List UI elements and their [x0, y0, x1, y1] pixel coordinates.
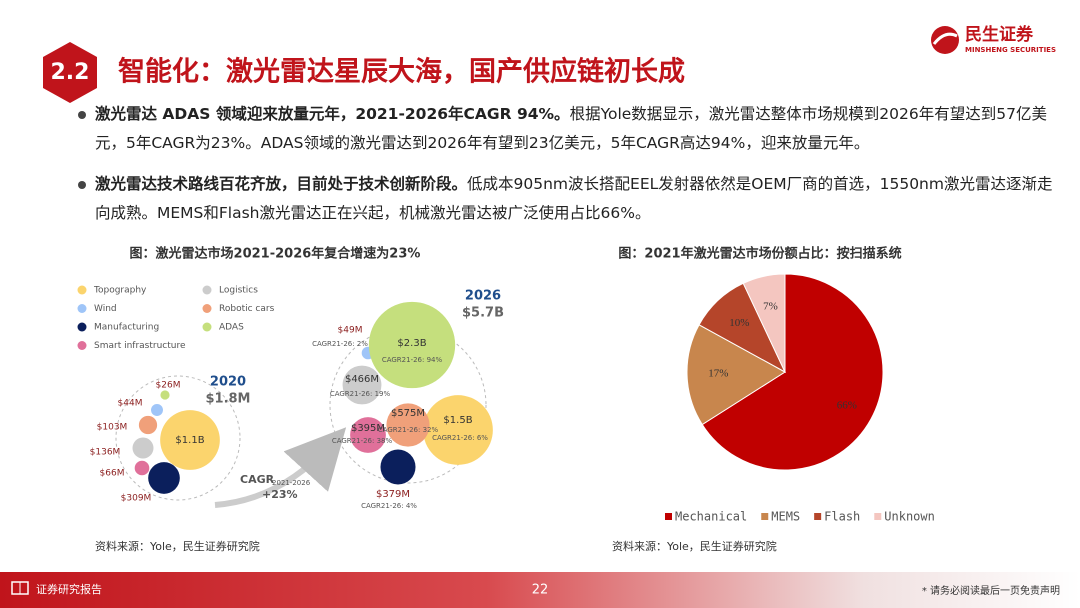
pie-slice [742, 273, 786, 373]
page-number: 22 [532, 583, 549, 598]
legend-label: Flash [824, 510, 860, 524]
legend-label: ADAS [219, 323, 244, 333]
legend-marker [77, 304, 87, 313]
group-total: $5.7B [462, 306, 504, 321]
legend-marker [874, 513, 882, 520]
cagr-label: CAGR21-26: 32% [378, 426, 439, 434]
growth-label: CAGR [240, 473, 275, 486]
group-year: 2020 [210, 375, 246, 390]
growth-period: 2021-2026 [272, 479, 311, 487]
legend-marker [665, 513, 672, 520]
bubble [160, 390, 170, 400]
chart-title: 图：2021年激光雷达市场份额占比：按扫描系统 [618, 246, 901, 262]
legend-marker [77, 341, 87, 350]
section-badge [43, 42, 97, 103]
legend-label: MEMS [771, 510, 800, 524]
group-total: $1.8M [205, 392, 250, 407]
bubble-label: $49M [338, 326, 363, 336]
cagr-label: CAGR21-26: 19% [330, 390, 391, 398]
bullet-text: 根据Yole数据显示，激光雷达整体市场规模到2026年有望达到57亿美元，5年C… [95, 105, 1047, 152]
bubble-label: $44M [118, 399, 143, 409]
bullet-text: 低成本905nm波长搭配EEL发射器依然是OEM厂商的首选，1550nm激光雷达… [95, 175, 1053, 222]
bubble-label: $575M [391, 408, 425, 419]
bubble [380, 449, 416, 485]
bubble-label: $1.5B [443, 415, 472, 426]
legend-label: Mechanical [675, 510, 747, 524]
legend-label: Topography [93, 286, 147, 296]
bubble [148, 462, 180, 494]
slice-label: 10% [729, 317, 749, 329]
bullet-lead: 激光雷达技术路线百花齐放，目前处于技术创新阶段。 [95, 175, 468, 193]
legend-label: Logistics [219, 286, 258, 296]
bubble [134, 460, 150, 476]
bubble [151, 404, 163, 416]
legend-label: Smart infrastructure [94, 341, 186, 351]
bubble [132, 437, 154, 459]
legend-marker [202, 285, 212, 295]
footer-bar [0, 572, 1080, 608]
legend-marker [77, 322, 87, 332]
bubble [350, 417, 386, 453]
bubble-label: $309M [121, 494, 152, 504]
growth-value: +23% [262, 488, 298, 501]
group-outline [115, 375, 241, 501]
cagr-label: CAGR21-26: 38% [332, 437, 393, 445]
logo-swoosh [932, 32, 958, 45]
bubble [368, 301, 456, 389]
group-year: 2026 [465, 289, 501, 304]
legend-marker [814, 513, 822, 520]
logo-cn: 民生证券 [965, 24, 1034, 45]
bubble-label: $136M [90, 448, 121, 458]
pie-slice [701, 273, 884, 471]
chart-title: 图：激光雷达市场2021-2026年复合增速为23% [130, 246, 421, 262]
bubble-label: $395M [351, 423, 385, 434]
bubble [342, 365, 382, 405]
bullet: 激光雷达技术路线百花齐放，目前处于技术创新阶段。低成本905nm波长搭配EEL发… [78, 170, 1055, 228]
bubble [160, 410, 220, 470]
pie-slice [686, 324, 786, 426]
slide-title: 智能化：激光雷达星辰大海，国产供应链初长成 [118, 56, 685, 88]
bubble-label: $466M [345, 374, 379, 385]
legend-marker [761, 513, 769, 520]
bubble [423, 395, 493, 465]
bullet-lead: 激光雷达 ADAS 领域迎来放量元年，2021-2026年CAGR 94%。 [95, 105, 570, 123]
growth-arrow [214, 427, 347, 508]
disclaimer: * 请务必阅读最后一页免责声明 [922, 584, 1060, 597]
logo-icon [931, 26, 959, 54]
bubble [386, 403, 430, 447]
bubble-label: $379M [376, 489, 410, 500]
slice-label: 66% [837, 400, 857, 412]
legend-marker [202, 304, 212, 313]
bubble-label: $66M [100, 469, 125, 479]
legend-label: Wind [94, 304, 117, 314]
legend-label: Robotic cars [219, 304, 275, 314]
bubble-label: $26M [156, 381, 181, 391]
bubble-label: $1.1B [175, 435, 204, 446]
cagr-label: CAGR21-26: 4% [361, 502, 417, 510]
source: 资料来源：Yole，民生证券研究院 [95, 539, 260, 553]
legend-label: Manufacturing [94, 323, 159, 333]
source: 资料来源：Yole，民生证券研究院 [612, 539, 777, 553]
section-number: 2.2 [51, 60, 90, 85]
legend-marker [77, 285, 87, 295]
legend-marker [202, 322, 212, 332]
bubble-label: $103M [97, 423, 128, 433]
slice-label: 17% [708, 368, 728, 380]
footer-label: 证券研究报告 [36, 582, 102, 596]
bubble [138, 415, 158, 435]
cagr-label: CAGR21-26: 2% [312, 340, 368, 348]
cagr-label: CAGR21-26: 6% [432, 434, 488, 442]
logo-en: MINSHENG SECURITIES [965, 46, 1056, 54]
bubble-label: $2.3B [397, 338, 426, 349]
slice-label: 7% [763, 300, 778, 312]
legend-label: Unknown [884, 510, 935, 524]
bullet: 激光雷达 ADAS 领域迎来放量元年，2021-2026年CAGR 94%。根据… [78, 100, 1055, 158]
cagr-label: CAGR21-26: 94% [382, 356, 443, 364]
